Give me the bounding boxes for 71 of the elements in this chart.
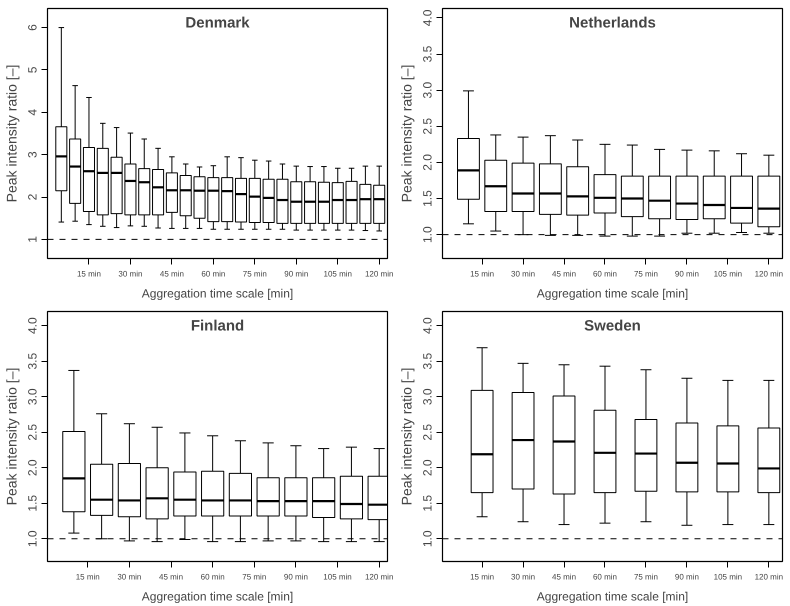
x-tick-label: 45 min: [552, 270, 576, 278]
x-tick-label: 90 min: [674, 270, 699, 278]
x-tick-label: 60 min: [200, 572, 225, 582]
x-tick-label: 45 min: [160, 270, 184, 278]
y-tick-label: 3.5: [26, 352, 40, 370]
y-tick-label: 4.0: [420, 317, 434, 334]
x-tick-label: 60 min: [201, 270, 226, 278]
x-tick-label: 15 min: [470, 270, 494, 278]
x-tick-label: 105 min: [324, 270, 352, 278]
y-tick-label: 1.5: [420, 494, 434, 512]
chart-title: Finland: [190, 318, 244, 334]
x-axis-title: Aggregation time scale [min]: [536, 590, 688, 604]
y-tick-label: 2: [26, 193, 40, 200]
x-tick-label: 45 min: [552, 572, 576, 582]
x-tick-label: 120 min: [754, 572, 784, 582]
x-tick-label: 75 min: [634, 270, 658, 278]
y-tick-label: 2.5: [26, 424, 40, 441]
y-tick-label: 1.0: [420, 226, 434, 243]
x-tick-label: 75 min: [242, 270, 267, 278]
chart-title: Denmark: [185, 14, 250, 32]
y-tick-label: 4.0: [420, 9, 434, 26]
y-tick-label: 2.5: [420, 424, 434, 441]
y-tick-label: 1.5: [420, 190, 434, 207]
x-axis-title: Aggregation time scale [min]: [536, 286, 688, 300]
x-tick-label: 30 min: [117, 572, 142, 582]
x-tick-label: 120 min: [754, 270, 784, 278]
y-tick-label: 3.5: [420, 352, 434, 370]
x-tick-label: 75 min: [634, 572, 658, 582]
y-tick-label: 3: [26, 151, 40, 158]
x-tick-label: 30 min: [511, 270, 536, 278]
chart-title: Sweden: [584, 318, 641, 334]
y-axis-title: Peak intensity ratio [–]: [398, 368, 414, 506]
x-tick-label: 90 min: [284, 572, 308, 582]
x-tick-label: 15 min: [470, 572, 494, 582]
y-tick-label: 1.0: [420, 530, 434, 548]
chart-title: Netherlands: [569, 14, 656, 32]
x-tick-label: 75 min: [242, 572, 266, 582]
y-tick-label: 3.5: [420, 45, 434, 62]
y-tick-label: 1.5: [26, 494, 40, 512]
y-tick-label: 1.0: [26, 530, 40, 548]
y-tick-label: 4.0: [26, 317, 40, 334]
y-tick-label: 2.0: [26, 459, 40, 476]
x-axis-title: Aggregation time scale [min]: [142, 590, 294, 604]
x-tick-label: 45 min: [159, 572, 184, 582]
x-tick-label: 105 min: [714, 270, 742, 278]
y-tick-label: 6: [26, 24, 40, 31]
y-tick-label: 3.0: [420, 388, 434, 406]
y-tick-label: 2.5: [420, 118, 434, 135]
y-tick-label: 1: [26, 236, 40, 243]
y-tick-label: 4: [26, 108, 40, 116]
x-tick-label: 90 min: [284, 270, 308, 278]
y-tick-label: 3.0: [420, 81, 434, 98]
x-tick-label: 60 min: [592, 572, 617, 582]
y-axis-title: Peak intensity ratio [–]: [398, 64, 414, 202]
x-tick-label: 105 min: [714, 572, 742, 582]
y-axis-title: Peak intensity ratio [–]: [4, 368, 20, 506]
x-tick-label: 90 min: [674, 572, 699, 582]
y-tick-label: 5: [26, 66, 40, 74]
x-tick-label: 15 min: [76, 270, 101, 278]
x-tick-label: 120 min: [364, 572, 394, 582]
y-tick-label: 3.0: [26, 388, 40, 406]
x-tick-label: 120 min: [364, 270, 394, 278]
x-tick-label: 30 min: [511, 572, 536, 582]
x-tick-label: 15 min: [76, 572, 100, 582]
x-tick-label: 105 min: [323, 572, 352, 582]
x-tick-label: 60 min: [592, 270, 617, 278]
x-tick-label: 30 min: [118, 270, 142, 278]
y-tick-label: 2.0: [420, 154, 434, 171]
x-axis-title: Aggregation time scale [min]: [142, 286, 294, 300]
y-tick-label: 2.0: [420, 459, 434, 476]
y-axis-title: Peak intensity ratio [–]: [4, 64, 20, 202]
